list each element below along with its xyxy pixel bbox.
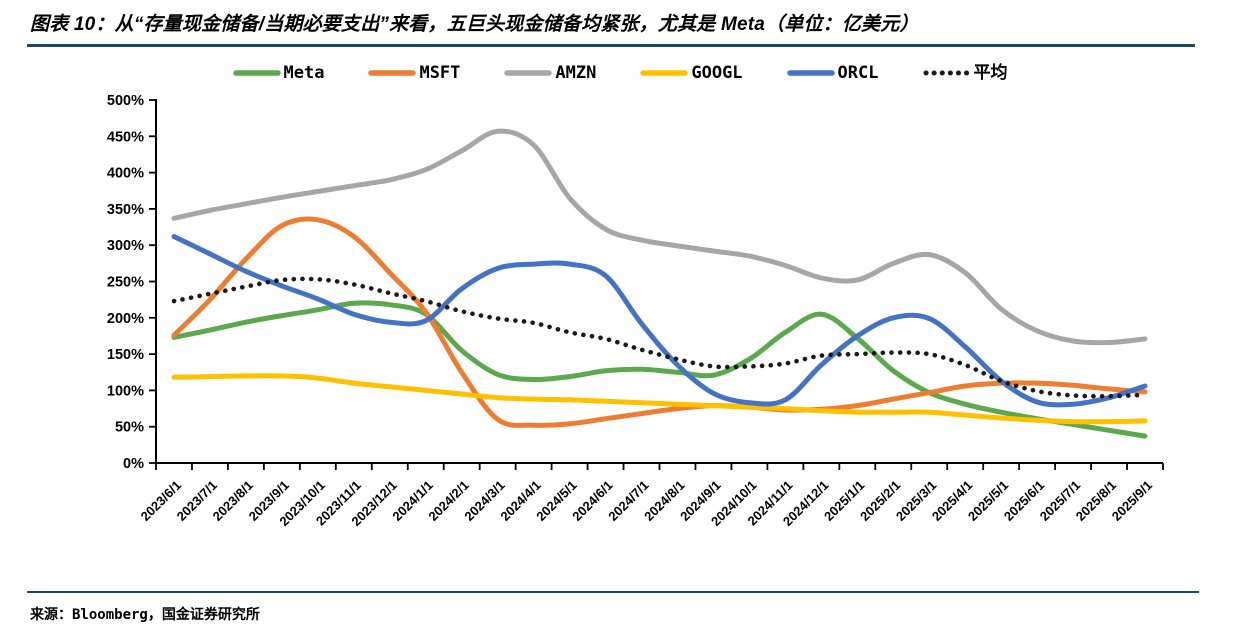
legend-item-orcl: ORCL bbox=[786, 63, 879, 83]
svg-text:400%: 400% bbox=[107, 166, 144, 182]
legend-swatch-amzn bbox=[504, 70, 553, 76]
svg-text:50%: 50% bbox=[115, 420, 144, 436]
svg-text:200%: 200% bbox=[107, 311, 144, 327]
legend-label-amzn: AMZN bbox=[555, 63, 597, 83]
source-note: 来源：Bloomberg，国金证券研究所 bbox=[30, 607, 260, 623]
legend-item-googl: GOOGL bbox=[640, 63, 743, 83]
chart-legend: Meta MSFT AMZN GOOGL ORCL 平均 bbox=[130, 63, 1110, 83]
svg-text:150%: 150% bbox=[107, 347, 144, 363]
svg-text:100%: 100% bbox=[107, 383, 144, 399]
svg-text:500%: 500% bbox=[107, 93, 144, 109]
legend-label-googl: GOOGL bbox=[691, 63, 743, 83]
footer-rule bbox=[27, 591, 1199, 593]
svg-text:0%: 0% bbox=[123, 456, 144, 472]
line-chart: 0% 50% 100% 150% 200% 250% 300% 350% 400% 450% 500… bbox=[107, 93, 1164, 529]
legend-swatch-googl bbox=[640, 70, 689, 76]
svg-text:250%: 250% bbox=[107, 275, 144, 291]
legend-swatch-meta bbox=[232, 70, 281, 76]
svg-text:350%: 350% bbox=[107, 202, 144, 218]
svg-text:2025/9/1: 2025/9/1 bbox=[1109, 478, 1155, 524]
legend-label-orcl: ORCL bbox=[837, 63, 879, 83]
legend-swatch-msft bbox=[368, 70, 417, 76]
svg-text:300%: 300% bbox=[107, 238, 144, 254]
legend-label-meta: Meta bbox=[283, 63, 325, 83]
legend-label-average: 平均 bbox=[973, 63, 1008, 83]
svg-text:450%: 450% bbox=[107, 129, 144, 145]
legend-item-msft: MSFT bbox=[368, 63, 460, 83]
legend-item-meta: Meta bbox=[232, 63, 325, 83]
legend-item-average: 平均 bbox=[923, 63, 1008, 83]
legend-label-msft: MSFT bbox=[419, 63, 461, 83]
figure-title: 图表 10：从“存量现金储备/当期必要支出”来看，五巨头现金储备均紧张，尤其是 … bbox=[30, 14, 919, 35]
legend-swatch-orcl bbox=[786, 70, 835, 76]
title-rule bbox=[27, 44, 1195, 47]
legend-swatch-average bbox=[923, 70, 970, 76]
legend-item-amzn: AMZN bbox=[504, 63, 596, 83]
